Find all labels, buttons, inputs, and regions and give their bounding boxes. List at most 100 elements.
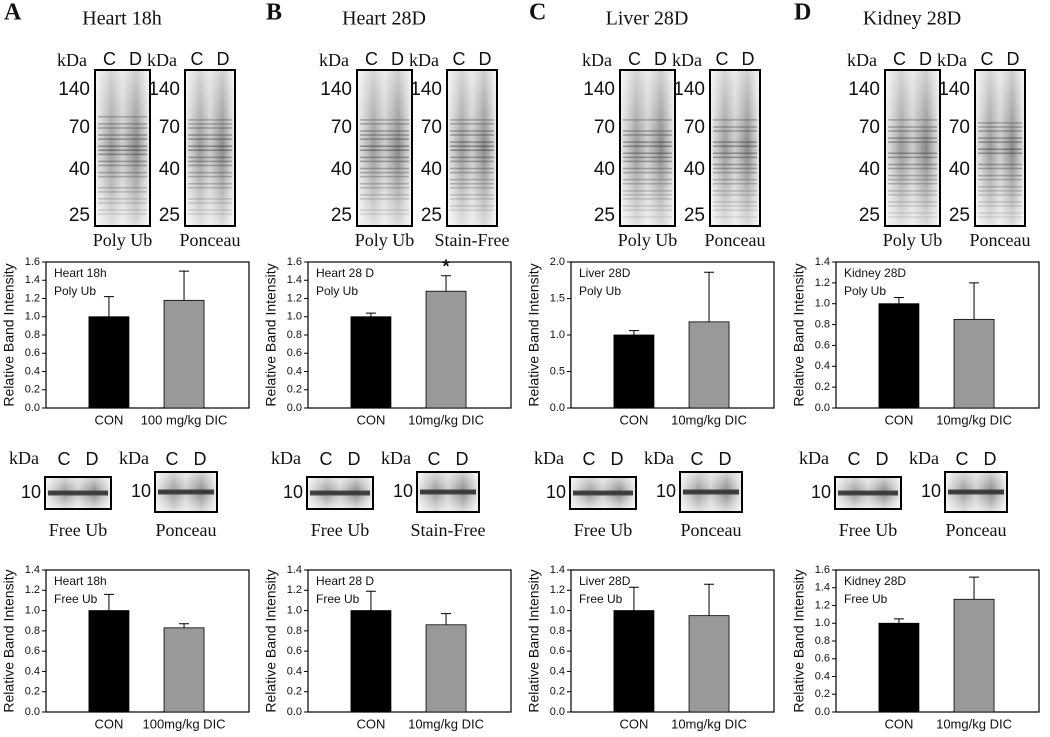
bar [613, 334, 655, 409]
lane-label: D [1007, 49, 1020, 69]
lane-label: C [583, 449, 596, 469]
marker-label: 140 [673, 79, 705, 100]
y-tick-label: 0.8 [25, 329, 40, 341]
bar [613, 610, 655, 713]
blot-caption: Stain-Free [435, 230, 510, 250]
y-tick-label: 0.6 [287, 645, 302, 657]
kda-label: kDa [9, 448, 39, 468]
y-tick-label: 1.0 [550, 329, 565, 341]
y-tick-label: 1.2 [25, 584, 40, 596]
marker-label: 70 [159, 117, 180, 138]
kda-label: kDa [409, 50, 439, 70]
blot-shade [946, 473, 1006, 511]
bar [350, 610, 392, 713]
significance-label: * [443, 256, 450, 276]
y-tick-label: 0.0 [550, 402, 565, 414]
y-tick-label: 0.0 [815, 706, 830, 718]
blot-shade [46, 478, 110, 508]
x-tick-label: 10mg/kg DIC [936, 412, 1012, 427]
marker-label: 140 [320, 79, 352, 100]
lane-label: C [848, 449, 861, 469]
lane-label: C [981, 49, 994, 69]
marker-label: 140 [58, 79, 90, 100]
error-bar [969, 576, 980, 600]
blot-shade [571, 478, 635, 508]
panel-title: Liver 28D [606, 8, 689, 30]
y-tick-label: 0.4 [25, 665, 40, 677]
y-tick-label: 0.2 [287, 686, 302, 698]
y-tick-label: 0.8 [550, 625, 565, 637]
marker-label: 25 [684, 205, 705, 226]
kda-label: kDa [847, 50, 877, 70]
y-tick-label: 1.0 [25, 604, 40, 616]
kda-label: kDa [799, 448, 829, 468]
error-bar [969, 282, 980, 320]
marker-label: 10 [393, 481, 413, 501]
lane-label: D [654, 49, 667, 69]
panel-letter: A [4, 0, 22, 26]
marker-label: 140 [148, 79, 180, 100]
y-tick-label: 0.0 [815, 402, 830, 414]
lane-label: C [428, 449, 441, 469]
x-tick-label: CON [884, 716, 913, 731]
x-tick-label: 10mg/kg DIC [936, 716, 1012, 731]
y-axis-label: Relative Band Intensity [1, 569, 17, 712]
lane-label: D [456, 449, 469, 469]
error-bar [628, 586, 639, 611]
y-axis-label: Relative Band Intensity [791, 263, 807, 406]
error-bar [441, 275, 452, 292]
blot-shade [156, 473, 216, 511]
lane-label: C [191, 49, 204, 69]
error-bar [704, 271, 715, 322]
annotation: Free Ub [54, 592, 98, 606]
y-tick-label: 0.6 [25, 645, 40, 657]
x-tick-label: 100 mg/kg DIC [141, 412, 228, 427]
y-tick-label: 0.4 [287, 365, 302, 377]
bar [953, 318, 995, 409]
marker-label: 70 [594, 117, 615, 138]
marker-label: 40 [69, 159, 90, 180]
marker-label: 10 [283, 482, 303, 502]
blot-caption: Ponceau [681, 520, 742, 540]
y-tick-label: 0.8 [287, 329, 302, 341]
y-tick-label: 1.4 [815, 582, 830, 594]
blot-shade [186, 71, 234, 225]
x-tick-label: CON [884, 412, 913, 427]
lane-label: D [348, 449, 361, 469]
marker-label: 40 [421, 159, 442, 180]
kda-label: kDa [534, 448, 564, 468]
y-tick-label: 0.4 [287, 665, 302, 677]
panel-letter: C [529, 0, 546, 26]
x-tick-label: 10mg/kg DIC [408, 716, 484, 731]
y-tick-label: 1.0 [287, 604, 302, 616]
blot-shade [418, 473, 478, 511]
y-axis-label: Relative Band Intensity [526, 569, 542, 712]
y-tick-label: 0.2 [25, 384, 40, 396]
blot-caption: Poly Ub [355, 230, 415, 250]
lane-label: D [876, 449, 889, 469]
annotation: Free Ub [579, 592, 623, 606]
blot-caption: Poly Ub [93, 230, 153, 250]
marker-label: 40 [859, 159, 880, 180]
error-bar [441, 613, 452, 625]
annotation: Heart 28 D [316, 574, 374, 588]
blot-shade [448, 71, 496, 225]
blot-caption: Poly Ub [883, 230, 943, 250]
kda-label: kDa [582, 50, 612, 70]
y-tick-label: 0.2 [550, 686, 565, 698]
y-axis-label: Relative Band Intensity [526, 263, 542, 406]
kda-label: kDa [644, 448, 674, 468]
y-tick-label: 0.6 [550, 645, 565, 657]
blot-caption: Ponceau [946, 520, 1007, 540]
x-tick-label: 10mg/kg DIC [671, 412, 747, 427]
marker-label: 10 [131, 481, 151, 501]
bar [878, 303, 920, 409]
error-bar [628, 330, 639, 335]
kda-label: kDa [319, 50, 349, 70]
marker-label: 25 [859, 205, 880, 226]
x-tick-label: 10mg/kg DIC [671, 716, 747, 731]
lane-label: C [103, 49, 116, 69]
blot-caption: Ponceau [705, 230, 766, 250]
blot-caption: Free Ub [574, 520, 632, 540]
marker-label: 40 [684, 159, 705, 180]
